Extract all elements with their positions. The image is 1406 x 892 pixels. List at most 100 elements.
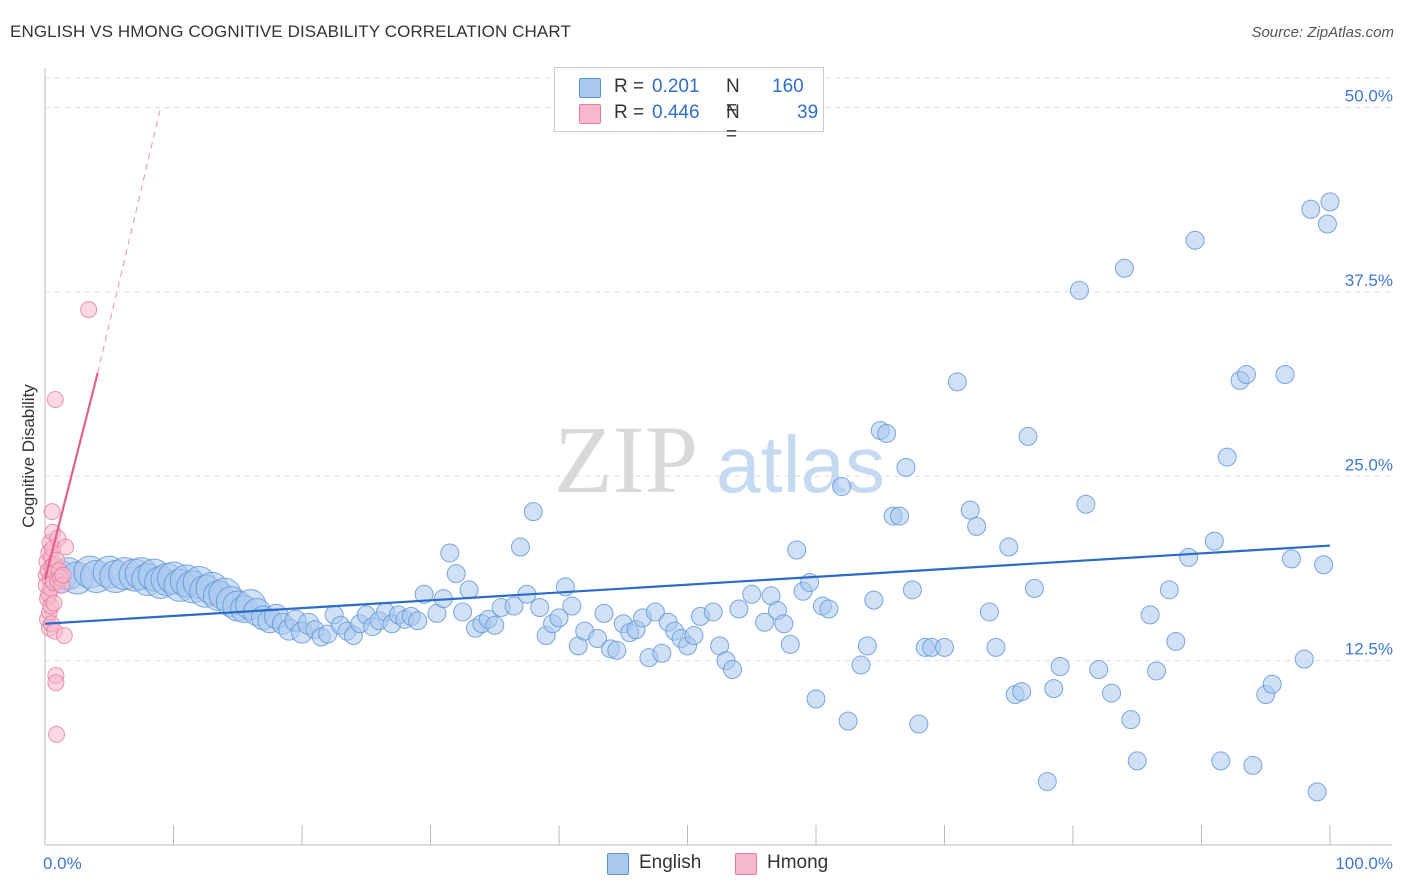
y-tick-label: 25.0% xyxy=(1345,455,1393,474)
english-point xyxy=(902,580,922,600)
english-point xyxy=(864,590,884,610)
english-point xyxy=(549,608,569,628)
english-point xyxy=(1294,649,1314,669)
english-point xyxy=(1114,258,1134,278)
legend-r-value-english: 0.201 xyxy=(652,76,700,97)
english-point xyxy=(838,711,858,731)
english-point xyxy=(1037,772,1057,792)
english-point xyxy=(523,502,543,522)
english-point xyxy=(1159,580,1179,600)
english-point xyxy=(1089,659,1109,679)
english-point xyxy=(935,637,954,657)
english-point xyxy=(896,457,916,477)
hmong-point xyxy=(48,725,66,743)
y-tick-label: 50.0% xyxy=(1345,87,1393,106)
english-legend-label: English xyxy=(639,852,702,873)
hmong-point xyxy=(43,503,61,521)
english-point xyxy=(1102,683,1122,703)
english-point xyxy=(1314,555,1334,575)
english-point xyxy=(999,537,1019,557)
english-point xyxy=(979,602,999,622)
watermark-zip: ZIP xyxy=(554,406,698,513)
y-axis-label: Cognitive Disability xyxy=(19,384,38,528)
english-point xyxy=(877,423,897,443)
english-point xyxy=(446,564,466,584)
english-point xyxy=(1301,199,1321,219)
legend-n-value-hmong: 39 xyxy=(797,102,819,123)
english-point xyxy=(562,596,582,616)
hmong-point xyxy=(47,674,65,692)
legend-r-label: R = xyxy=(614,102,645,123)
english-swatch xyxy=(579,78,601,98)
hmong-point xyxy=(57,538,75,556)
english-point xyxy=(1012,682,1032,702)
trend-lines xyxy=(43,107,1331,625)
hmong-point xyxy=(55,627,73,645)
legend-r-value-hmong: 0.446 xyxy=(652,102,700,123)
english-point xyxy=(1166,631,1186,651)
x-tick-label-min: 0.0% xyxy=(43,854,82,873)
english-point xyxy=(1018,426,1038,446)
english-point xyxy=(1076,494,1096,514)
english-point xyxy=(504,596,524,616)
english-point xyxy=(819,599,839,619)
tick-labels: 12.5% 25.0% 37.5% 50.0% 0.0% 100.0% xyxy=(43,87,1393,874)
english-point xyxy=(1050,657,1070,677)
legend-n-label: N = xyxy=(726,102,740,145)
grid-lines xyxy=(45,77,1392,662)
english-point xyxy=(1217,447,1237,467)
english-point xyxy=(1044,679,1064,699)
english-legend-swatch xyxy=(607,853,629,875)
english-point xyxy=(755,612,775,632)
english-point xyxy=(684,626,704,646)
english-point xyxy=(1204,531,1224,551)
legend-n-label: N = xyxy=(726,76,740,119)
english-point xyxy=(1024,578,1044,598)
hmong-legend-swatch xyxy=(735,853,757,875)
stats-legend: R = 0.201 N = 160 R = 0.446 N = 39 xyxy=(554,67,824,145)
source-label: Source: ZipAtlas.com xyxy=(1251,24,1394,41)
english-point xyxy=(851,655,871,675)
english-point xyxy=(607,640,627,660)
hmong-trend-extension xyxy=(97,107,162,374)
axes xyxy=(44,68,1392,846)
hmong-points xyxy=(37,301,98,743)
english-point xyxy=(408,611,428,631)
english-point xyxy=(1281,549,1301,569)
hmong-trend-line xyxy=(43,372,99,580)
english-point xyxy=(652,643,672,663)
english-point xyxy=(742,584,762,604)
english-point xyxy=(645,602,665,622)
legend-r-label: R = xyxy=(614,76,645,97)
english-point xyxy=(510,537,530,557)
english-point xyxy=(1127,751,1147,771)
english-point xyxy=(440,543,460,563)
y-tick-label: 12.5% xyxy=(1345,640,1393,659)
english-point xyxy=(530,598,550,618)
english-point xyxy=(1320,192,1340,212)
english-trend-line xyxy=(44,544,1331,625)
english-point xyxy=(960,500,980,520)
english-point xyxy=(1243,755,1263,775)
english-point xyxy=(729,599,749,619)
hmong-point xyxy=(45,594,63,612)
english-point xyxy=(594,603,614,623)
chart-title: ENGLISH VS HMONG COGNITIVE DISABILITY CO… xyxy=(10,22,571,41)
english-point xyxy=(967,516,987,536)
english-point xyxy=(857,636,877,656)
hmong-legend-label: Hmong xyxy=(767,852,829,873)
english-point xyxy=(1140,605,1160,625)
english-point xyxy=(1211,751,1231,771)
english-point xyxy=(1179,547,1199,567)
english-point xyxy=(1307,782,1327,802)
english-point xyxy=(1147,661,1167,681)
english-point xyxy=(485,615,505,635)
hmong-swatch xyxy=(579,104,601,124)
hmong-point xyxy=(80,301,98,319)
english-point xyxy=(1185,230,1205,250)
x-tick-label-max: 100.0% xyxy=(1335,854,1393,873)
english-point xyxy=(459,580,479,600)
english-point xyxy=(1236,364,1256,384)
english-point xyxy=(947,372,967,392)
english-point xyxy=(787,540,807,560)
